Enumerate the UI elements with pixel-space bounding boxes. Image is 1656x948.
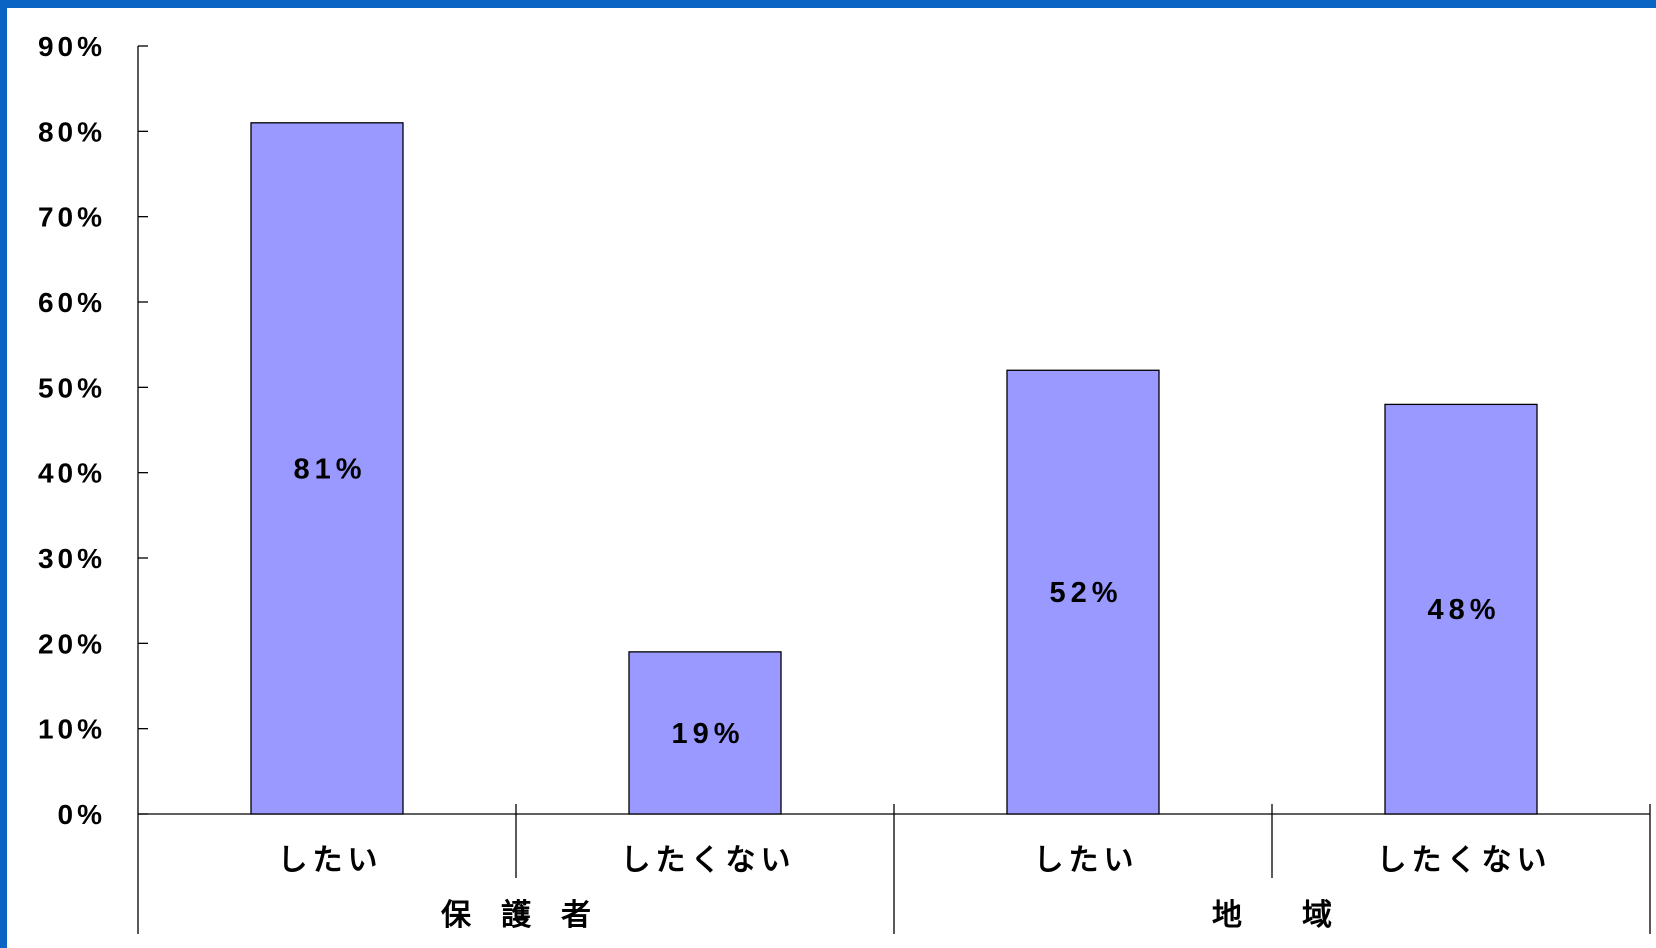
y-tick-label: 10% bbox=[38, 714, 106, 745]
bar bbox=[1384, 403, 1538, 815]
y-tick-label: 90% bbox=[38, 31, 106, 62]
data-label: 19% bbox=[671, 718, 744, 750]
y-tick-label: 20% bbox=[38, 628, 106, 659]
y-tick-label: 0% bbox=[58, 799, 106, 830]
category-label: したい bbox=[1034, 844, 1139, 877]
data-label: 81% bbox=[293, 453, 366, 485]
bar bbox=[628, 651, 782, 815]
y-tick-label: 80% bbox=[38, 116, 106, 147]
y-tick-label: 30% bbox=[38, 543, 106, 574]
group-label: 地 域 bbox=[1212, 899, 1332, 932]
data-label: 52% bbox=[1049, 577, 1122, 609]
category-label: したい bbox=[278, 844, 383, 877]
chart-labels: 0% 10% 20% 30% 40% 50% 60% 70% 80% 90% 81% したい 19% した… bbox=[38, 31, 1552, 932]
data-label: 48% bbox=[1427, 594, 1500, 626]
category-label: したくない bbox=[1377, 844, 1552, 877]
category-label: したくない bbox=[621, 844, 796, 877]
y-tick-label: 40% bbox=[38, 458, 106, 489]
chart-bars bbox=[250, 122, 1538, 815]
y-tick-label: 60% bbox=[38, 287, 106, 318]
group-label: 保 護 者 bbox=[441, 898, 591, 932]
bar bbox=[250, 122, 404, 815]
bar bbox=[1006, 369, 1160, 815]
y-tick-label: 70% bbox=[38, 202, 106, 233]
y-tick-label: 50% bbox=[38, 372, 106, 403]
